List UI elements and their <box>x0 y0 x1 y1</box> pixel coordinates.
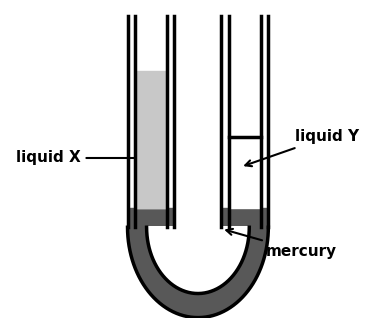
Polygon shape <box>128 227 268 318</box>
Text: liquid X: liquid X <box>16 151 150 166</box>
Polygon shape <box>147 227 249 293</box>
Text: mercury: mercury <box>226 229 336 259</box>
Text: liquid Y: liquid Y <box>245 130 359 166</box>
